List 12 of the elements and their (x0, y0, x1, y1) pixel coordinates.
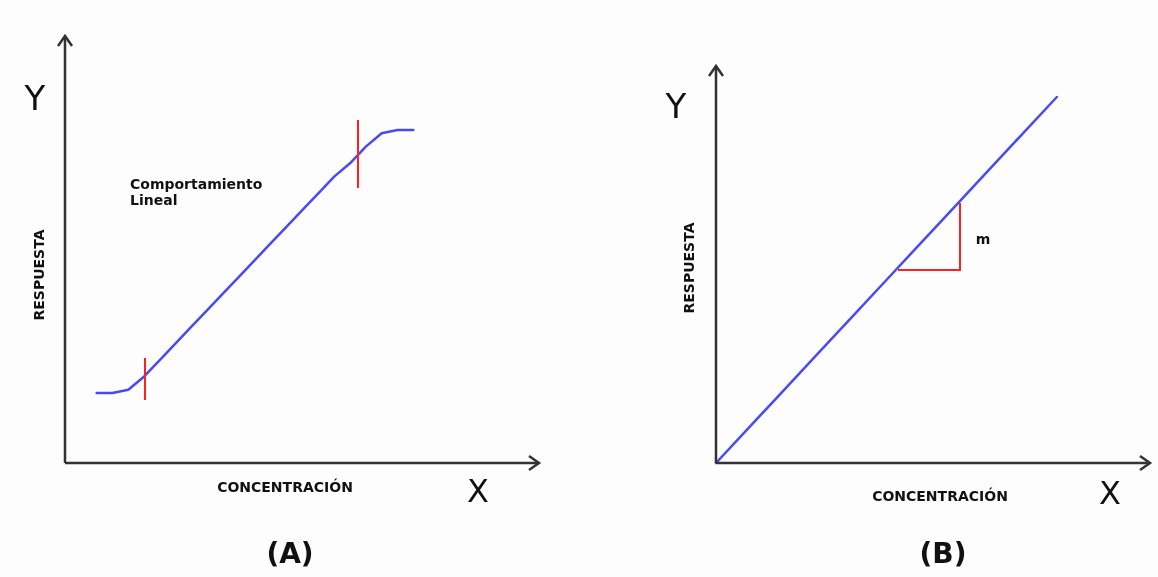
annotation: m (975, 231, 991, 247)
text: Y (664, 86, 687, 126)
text: X (467, 472, 489, 510)
text: (B) (919, 537, 967, 570)
x-axis-title: CONCENTRACIÓN (872, 487, 1008, 504)
annotation: Comportamiento Lineal (130, 176, 263, 208)
x-axis-title: CONCENTRACIÓN (217, 478, 353, 495)
text: Y (23, 78, 46, 118)
y-axis-title: RESPUESTA (681, 222, 697, 314)
text: (A) (266, 537, 314, 570)
y-axis-title: RESPUESTA (31, 229, 47, 321)
text: X (1099, 474, 1121, 512)
